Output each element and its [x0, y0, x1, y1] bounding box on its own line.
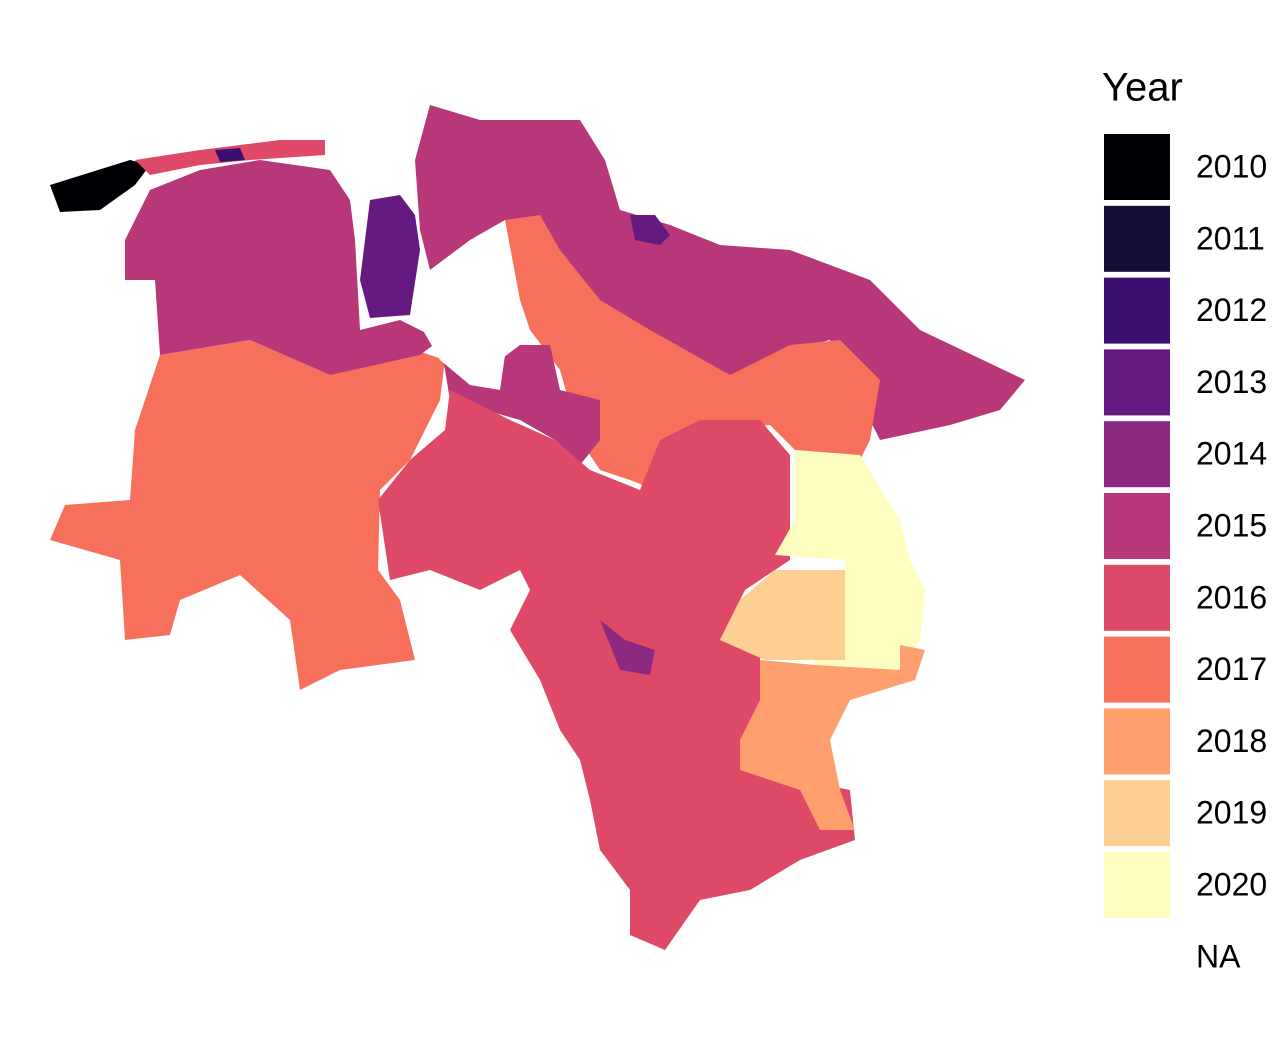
- region: [360, 195, 420, 318]
- legend-label: 2018: [1196, 723, 1267, 759]
- bremen-gap: [420, 325, 505, 390]
- legend-label: 2013: [1196, 364, 1267, 400]
- legend-label: 2014: [1196, 436, 1267, 472]
- region-layer: [50, 105, 1025, 950]
- region: [215, 148, 245, 162]
- region: [600, 620, 655, 675]
- region: [415, 105, 1025, 440]
- region: [630, 215, 670, 245]
- legend-title: Year: [1102, 66, 1183, 110]
- region: [125, 160, 440, 375]
- region: [720, 570, 845, 660]
- region: [775, 450, 925, 675]
- region: [50, 340, 445, 690]
- legend-label: NA: [1196, 938, 1241, 974]
- legend-label: 2011: [1196, 220, 1265, 256]
- region: [378, 390, 855, 950]
- legend-swatch: [1104, 277, 1170, 344]
- legend-label: 2019: [1196, 795, 1267, 831]
- region: [740, 645, 925, 830]
- legend-label: 2010: [1196, 148, 1267, 184]
- legend-swatch: [1104, 564, 1170, 631]
- legend-swatch: [1104, 780, 1170, 847]
- legend-label: 2020: [1196, 866, 1267, 902]
- legend-swatch: [1104, 636, 1170, 703]
- legend-swatch: [1104, 708, 1170, 775]
- legend-swatch: [1104, 421, 1170, 488]
- legend: 2010 2011 2012 2013 2014 2015 2016 2017 2018 2019…: [1104, 134, 1267, 974]
- legend-label: 2017: [1196, 651, 1267, 687]
- legend-swatch: [1104, 349, 1170, 416]
- legend-label: 2015: [1196, 507, 1267, 543]
- region: [50, 160, 150, 212]
- legend-swatch: [1104, 493, 1170, 559]
- legend-swatch: [1104, 134, 1170, 200]
- legend-label: 2016: [1196, 579, 1267, 615]
- legend-swatch: [1104, 852, 1170, 918]
- legend-label: 2012: [1196, 292, 1267, 328]
- legend-swatch: [1104, 205, 1170, 272]
